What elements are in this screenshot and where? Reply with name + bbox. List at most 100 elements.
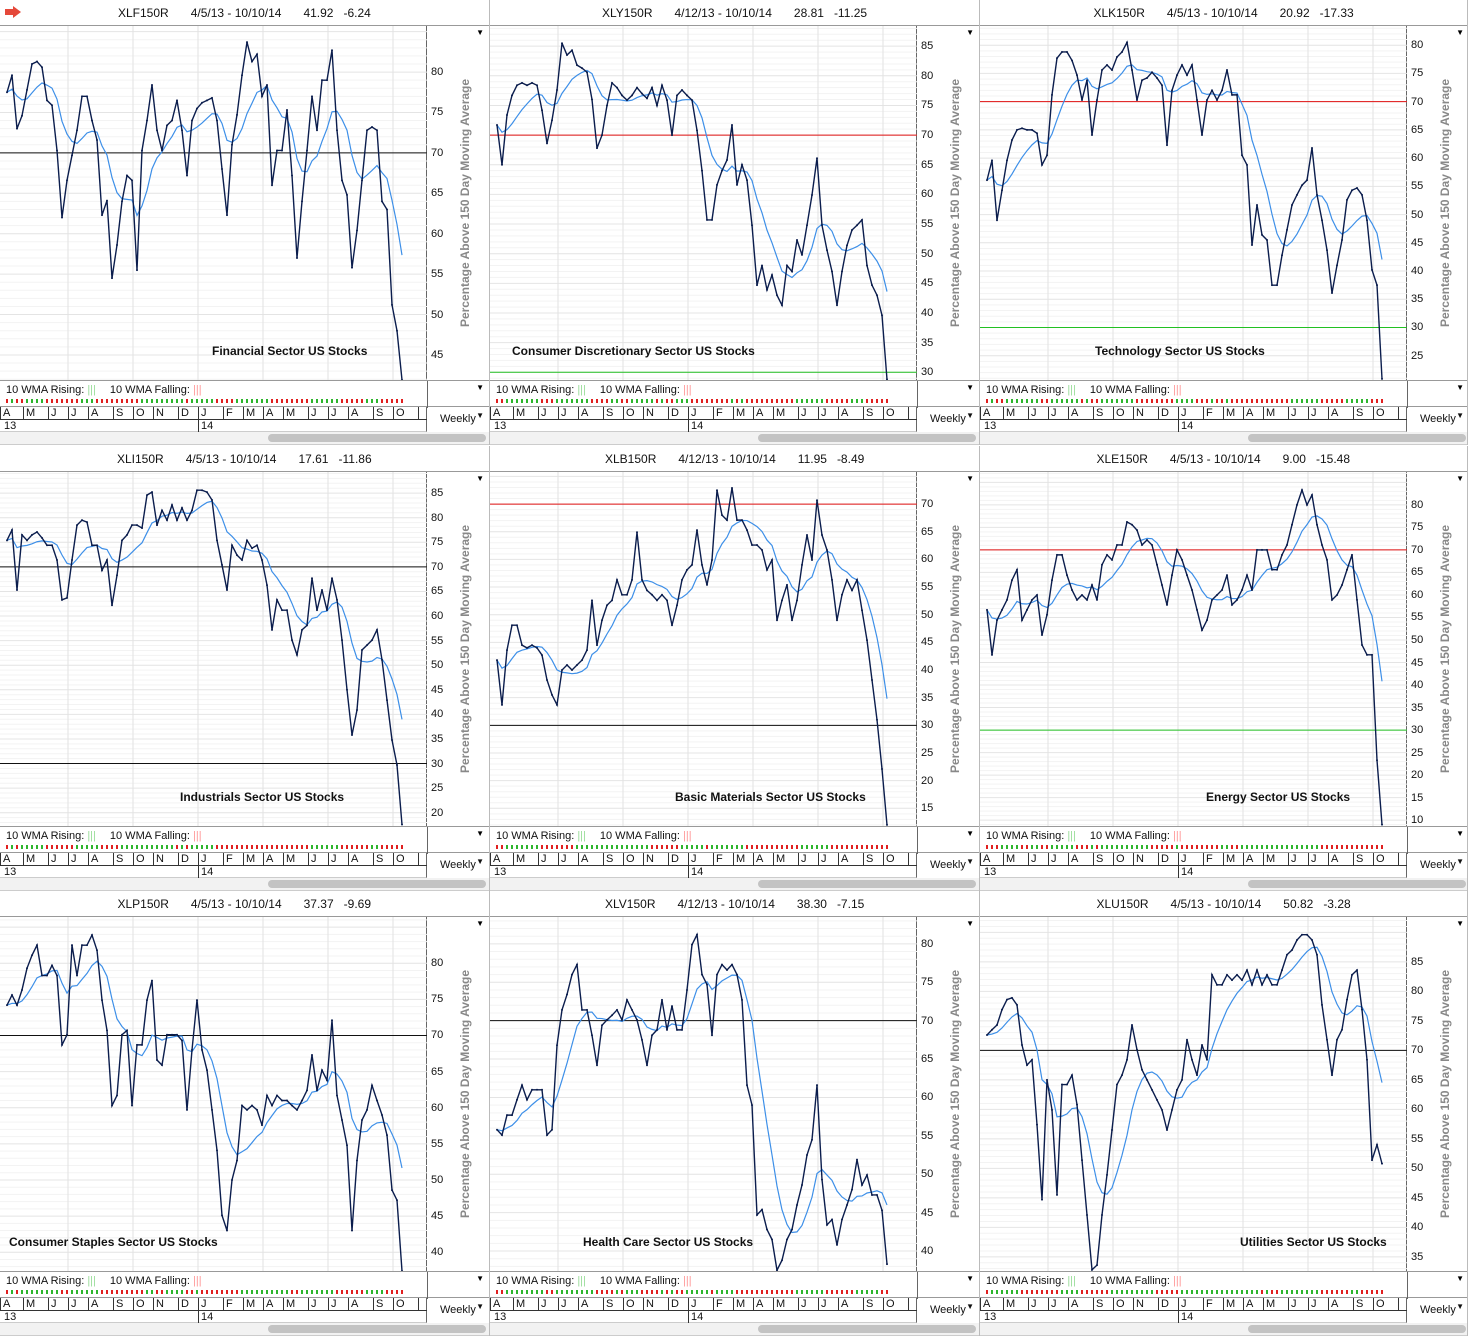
data-point	[656, 599, 658, 602]
dropdown-arrow-icon[interactable]: ▼	[1456, 383, 1464, 392]
dropdown-arrow-icon[interactable]: ▼	[966, 919, 974, 928]
data-point	[1176, 74, 1178, 77]
wma-indicator: 10 WMA Rising: ||| 10 WMA Falling: ||| ▼	[980, 1271, 1467, 1299]
wma-falling-dot	[781, 399, 783, 403]
y-tick-label: 70	[431, 146, 444, 159]
dropdown-arrow-icon[interactable]: ▼	[1456, 474, 1464, 483]
data-point	[1341, 584, 1343, 587]
dropdown-arrow-icon[interactable]: ▼	[476, 829, 484, 838]
date-range: 4/12/13 - 10/10/14	[674, 6, 772, 20]
month-label: A	[838, 407, 863, 420]
period-select[interactable]: Weekly ▼	[1407, 407, 1467, 432]
wma-rising-dot	[636, 399, 638, 403]
y-tick-label: 70	[921, 129, 934, 142]
last-value: 17.61	[298, 452, 329, 466]
dropdown-arrow-icon[interactable]: ▼	[1456, 919, 1464, 928]
wma-legend: 10 WMA Rising: ||| 10 WMA Falling: |||	[986, 384, 1182, 396]
scrollbar-thumb[interactable]	[1248, 880, 1466, 888]
data-point	[121, 200, 123, 203]
wma-falling-dot	[221, 399, 223, 403]
data-point	[611, 81, 613, 84]
dropdown-arrow-icon[interactable]: ▼	[476, 919, 484, 928]
data-point	[1181, 1078, 1183, 1081]
horizontal-scrollbar[interactable]	[980, 878, 1467, 891]
wma-falling-dot	[681, 1290, 683, 1294]
dropdown-arrow-icon[interactable]: ▼	[966, 1274, 974, 1283]
horizontal-scrollbar[interactable]	[490, 1323, 979, 1336]
scrollbar-thumb[interactable]	[268, 434, 486, 442]
dropdown-arrow-icon[interactable]: ▼	[1456, 829, 1464, 838]
series-line	[986, 934, 1383, 1272]
wma-rising-dot	[1191, 399, 1193, 403]
wma-falling-dot	[751, 845, 753, 849]
scrollbar-thumb[interactable]	[268, 880, 486, 888]
y-tick-label: 65	[1411, 566, 1424, 579]
data-point	[651, 1034, 653, 1037]
horizontal-scrollbar[interactable]	[490, 878, 979, 891]
period-select[interactable]: Weekly ▼	[427, 1298, 489, 1323]
wma-rising-dot	[1296, 1290, 1298, 1294]
dropdown-arrow-icon[interactable]: ▼	[476, 28, 484, 37]
series-title: Consumer Staples Sector US Stocks	[9, 1235, 218, 1249]
wma-rising-dot	[81, 399, 83, 403]
wma-rising-dot	[306, 1290, 308, 1294]
data-point	[1231, 93, 1233, 96]
last-value: 28.81	[793, 6, 824, 20]
dropdown-arrow-icon[interactable]: ▼	[966, 829, 974, 838]
dropdown-arrow-icon[interactable]: ▼	[1456, 28, 1464, 37]
horizontal-scrollbar[interactable]	[0, 1323, 489, 1336]
period-select[interactable]: Weekly ▼	[917, 1298, 979, 1323]
month-label: J	[1028, 407, 1048, 420]
data-point	[1146, 539, 1148, 542]
scrollbar-thumb[interactable]	[1248, 1325, 1466, 1333]
wma-falling-dot	[671, 399, 673, 403]
scrollbar-thumb[interactable]	[1248, 434, 1466, 442]
period-select[interactable]: Weekly ▼	[1407, 853, 1467, 878]
red-arrow-icon[interactable]	[5, 6, 21, 18]
period-select[interactable]: Weekly ▼	[1407, 1298, 1467, 1323]
wma-rising-dot	[1301, 845, 1303, 849]
data-point	[316, 1089, 318, 1092]
dropdown-arrow-icon[interactable]: ▼	[476, 383, 484, 392]
month-label: A	[838, 853, 863, 866]
dropdown-arrow-icon[interactable]: ▼	[966, 28, 974, 37]
horizontal-scrollbar[interactable]	[0, 432, 489, 445]
horizontal-scrollbar[interactable]	[980, 432, 1467, 445]
wma-falling-dot	[1081, 399, 1083, 403]
wma-falling-dot	[6, 399, 8, 403]
data-point	[886, 823, 888, 826]
dropdown-arrow-icon[interactable]: ▼	[966, 474, 974, 483]
scrollbar-thumb[interactable]	[268, 1325, 486, 1333]
wma-falling-dot	[626, 399, 628, 403]
data-point	[106, 199, 108, 202]
period-select[interactable]: Weekly ▼	[917, 853, 979, 878]
chart-panel-xlf150r: XLF150R 4/5/13 - 10/10/14 41.92 -6.24 Financ…	[0, 0, 490, 445]
period-select[interactable]: Weekly ▼	[427, 853, 489, 878]
y-tick-label: 50	[431, 659, 444, 672]
data-point	[661, 593, 663, 596]
horizontal-scrollbar[interactable]	[0, 878, 489, 891]
period-select[interactable]: Weekly ▼	[917, 407, 979, 432]
horizontal-scrollbar[interactable]	[980, 1323, 1467, 1336]
wma-falling-dot	[791, 1290, 793, 1294]
scrollbar-thumb[interactable]	[758, 434, 976, 442]
scrollbar-thumb[interactable]	[758, 1325, 976, 1333]
wma-rising-dot	[1126, 399, 1128, 403]
scrollbar-thumb[interactable]	[758, 880, 976, 888]
period-select[interactable]: Weekly ▼	[427, 407, 489, 432]
dropdown-arrow-icon[interactable]: ▼	[966, 383, 974, 392]
data-point	[236, 1159, 238, 1162]
data-point	[1031, 598, 1033, 601]
wma-falling-dot	[51, 845, 53, 849]
dropdown-arrow-icon[interactable]: ▼	[1456, 1274, 1464, 1283]
dropdown-arrow-icon[interactable]: ▼	[476, 474, 484, 483]
wma-rising-dot	[1236, 1290, 1238, 1294]
data-point	[1096, 1264, 1098, 1267]
dropdown-arrow-icon[interactable]: ▼	[476, 1274, 484, 1283]
wma-rising-label: 10 WMA Rising:	[496, 384, 575, 396]
data-point	[1211, 973, 1213, 976]
data-point	[41, 974, 43, 977]
horizontal-scrollbar[interactable]	[490, 432, 979, 445]
month-label: O	[623, 1298, 643, 1311]
wma-rising-dot	[141, 845, 143, 849]
